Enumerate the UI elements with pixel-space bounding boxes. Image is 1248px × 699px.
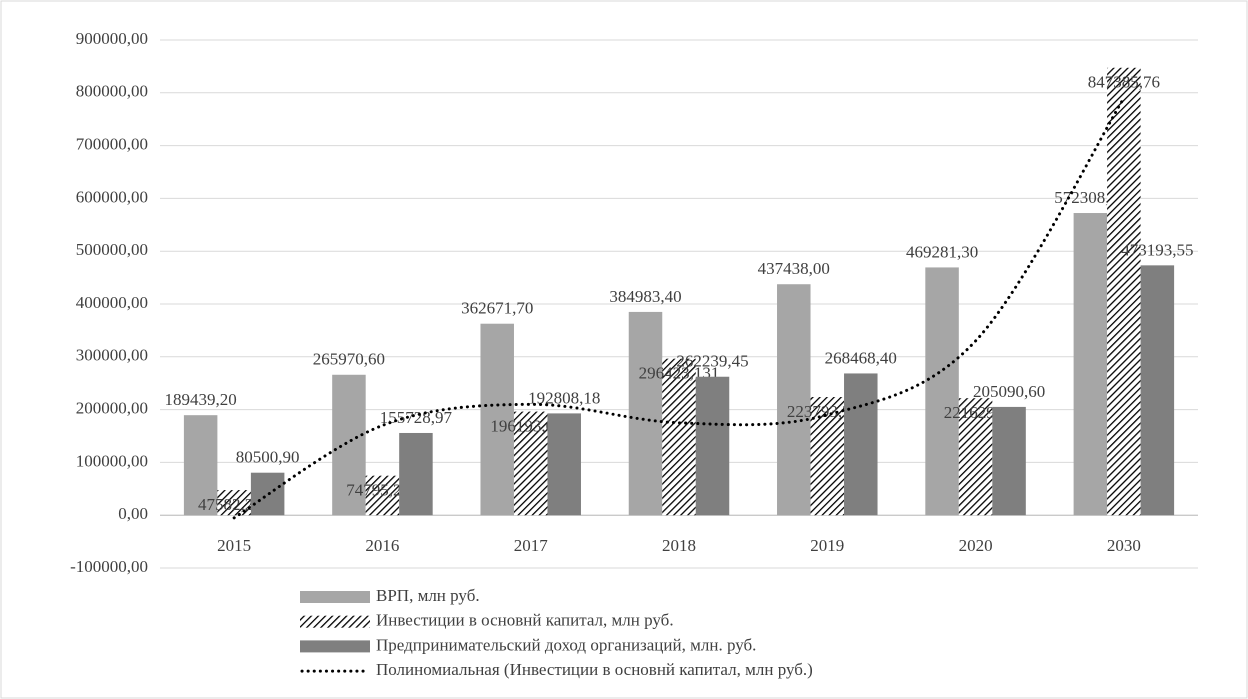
- x-tick-label: 2015: [217, 536, 251, 555]
- y-tick-label: 0,00: [118, 504, 148, 523]
- bar: [1140, 265, 1175, 516]
- legend-label: Инвестиции в основнй капитал, млн руб.: [376, 611, 674, 630]
- bar: [810, 397, 845, 516]
- y-tick-label: 700000,00: [76, 135, 148, 154]
- y-tick-label: 200000,00: [76, 399, 148, 418]
- x-tick-label: 2020: [959, 536, 993, 555]
- legend-label: Полиномиальная (Инвестиции в основнй кап…: [376, 660, 813, 679]
- data-label: 268468,40: [825, 348, 897, 367]
- bar: [365, 475, 400, 516]
- data-label: 362671,70: [461, 299, 533, 318]
- bar: [662, 358, 696, 516]
- bar: [777, 284, 811, 516]
- data-label: 80500,90: [236, 448, 300, 467]
- data-label: 189439,20: [165, 390, 237, 409]
- x-tick-label: 2018: [662, 536, 696, 555]
- y-tick-label: 400000,00: [76, 293, 148, 312]
- bar: [1107, 67, 1141, 516]
- legend-label: ВРП, млн руб.: [376, 586, 480, 605]
- bar: [332, 374, 366, 516]
- data-label: 473193,55: [1121, 240, 1193, 259]
- y-tick-label: 900000,00: [76, 29, 148, 48]
- y-tick-label: 100000,00: [76, 451, 148, 470]
- data-label: 155728,97: [380, 408, 453, 427]
- x-tick-label: 2017: [514, 536, 549, 555]
- bar: [695, 376, 730, 516]
- bar: [925, 267, 959, 516]
- x-tick-label: 2019: [810, 536, 844, 555]
- bar: [628, 311, 663, 516]
- data-label: 221629,8: [944, 403, 1008, 422]
- x-tick-label: 2016: [365, 536, 399, 555]
- data-label: 205090,60: [973, 382, 1045, 401]
- data-label: 469281,30: [906, 242, 978, 261]
- bar: [183, 415, 218, 516]
- data-label: 384983,40: [609, 287, 681, 306]
- bar: [480, 323, 514, 516]
- bar: [547, 413, 581, 516]
- legend-swatch: [300, 640, 370, 653]
- legend-swatch: [300, 615, 370, 628]
- bar: [513, 411, 548, 516]
- y-tick-label: -100000,00: [70, 557, 148, 576]
- x-tick-label: 2030: [1107, 536, 1141, 555]
- bar: [958, 398, 993, 516]
- y-tick-label: 300000,00: [76, 346, 148, 365]
- y-tick-label: 800000,00: [76, 82, 148, 101]
- data-label: 265970,60: [313, 350, 385, 369]
- bar: [1073, 213, 1108, 516]
- data-label: 192808,18: [528, 388, 600, 407]
- legend-label: Предпринимательский доход организаций, м…: [376, 635, 756, 654]
- data-label: 847385,76: [1088, 73, 1160, 92]
- y-tick-label: 500000,00: [76, 240, 148, 259]
- trend-line: [232, 96, 1126, 520]
- legend-swatch: [300, 591, 370, 603]
- y-tick-label: 600000,00: [76, 187, 148, 206]
- bar: [844, 373, 878, 516]
- data-label: 437438,00: [758, 259, 830, 278]
- bar: [992, 406, 1026, 516]
- data-label: 262239,45: [676, 352, 748, 371]
- bar: [399, 432, 433, 516]
